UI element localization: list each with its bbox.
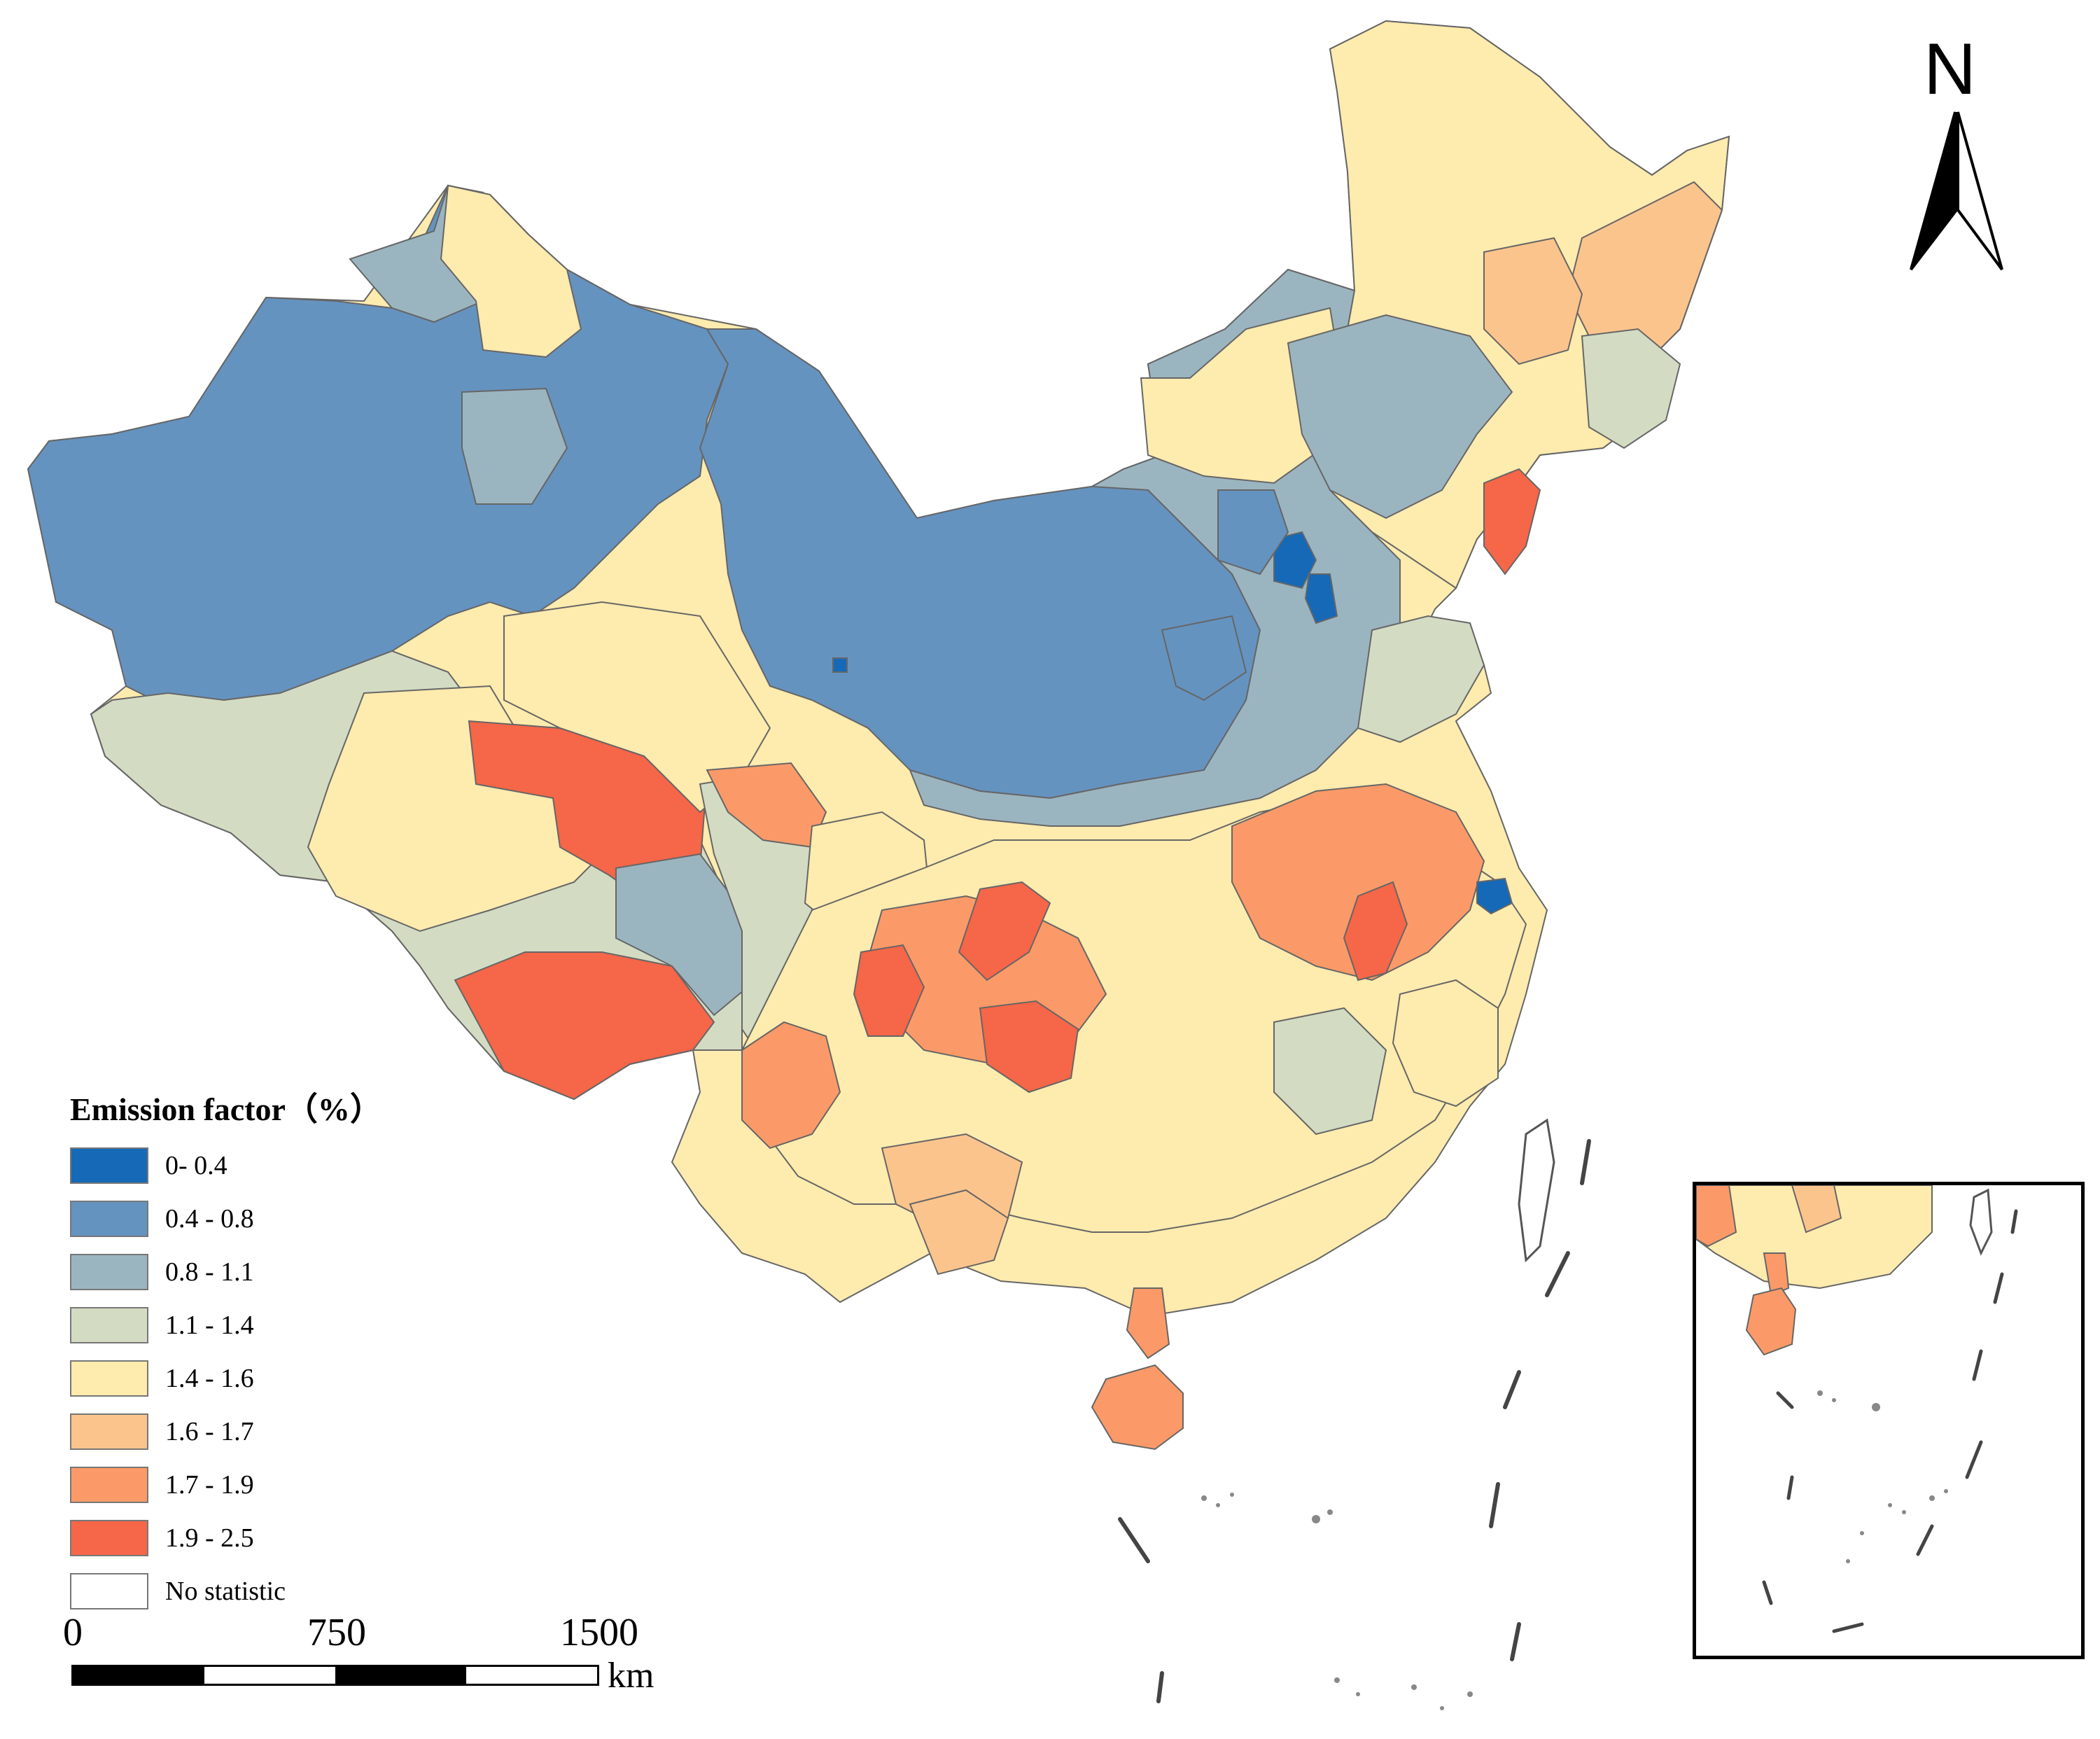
south-sea-islands bbox=[1201, 1493, 1473, 1710]
region-jiangxi bbox=[1273, 1007, 1387, 1136]
legend-item: 1.1 - 1.4 bbox=[70, 1305, 462, 1346]
legend-label: 0.8 - 1.1 bbox=[165, 1257, 254, 1287]
legend-swatch bbox=[70, 1254, 148, 1290]
region-yinchuan bbox=[832, 657, 848, 673]
legend-label: 1.4 - 1.6 bbox=[165, 1364, 254, 1393]
region-hebei-blue bbox=[1161, 615, 1247, 701]
legend-swatch bbox=[70, 1573, 148, 1609]
region-shandong bbox=[1357, 615, 1485, 743]
region-shanghai bbox=[1476, 877, 1513, 915]
nine-dash-line bbox=[1118, 1139, 1591, 1703]
legend-label: 0- 0.4 bbox=[165, 1151, 227, 1180]
south-china-sea-inset bbox=[1693, 1182, 2085, 1659]
region-guangdong-bar bbox=[1126, 1287, 1170, 1360]
legend-swatch bbox=[70, 1307, 148, 1343]
region-tianjin bbox=[1304, 573, 1338, 624]
legend-rows: 0- 0.4 0.4 - 0.8 0.8 - 1.1 1.1 - 1.4 1.4 - 1… bbox=[70, 1145, 462, 1612]
legend-label: 1.1 - 1.4 bbox=[165, 1311, 254, 1340]
region-anhui-red bbox=[1343, 881, 1408, 982]
legend-item: 1.6 - 1.7 bbox=[70, 1411, 462, 1452]
region-central-red bbox=[979, 1000, 1079, 1094]
legend-item: No statistic bbox=[70, 1571, 462, 1612]
scale-bar: 0 750 1500 km bbox=[63, 1610, 683, 1708]
legend-swatch bbox=[70, 1360, 148, 1397]
region-liaoning bbox=[1287, 314, 1513, 519]
inset-map bbox=[1696, 1185, 2081, 1656]
legend-item: 0- 0.4 bbox=[70, 1145, 462, 1186]
legend-item: 1.4 - 1.6 bbox=[70, 1358, 462, 1399]
region-jilin-south bbox=[1581, 328, 1681, 449]
legend-item: 1.9 - 2.5 bbox=[70, 1518, 462, 1558]
legend-swatch bbox=[70, 1413, 148, 1450]
legend-label: No statistic bbox=[165, 1577, 286, 1606]
region-yunnan-west bbox=[741, 1021, 841, 1150]
legend-label: 0.4 - 0.8 bbox=[165, 1204, 254, 1234]
region-altay bbox=[440, 184, 582, 358]
region-fujian-east bbox=[1392, 979, 1499, 1108]
scale-unit: km bbox=[608, 1656, 654, 1696]
scale-tick-1500: 1500 bbox=[560, 1611, 638, 1654]
region-karamay bbox=[461, 387, 568, 505]
legend: Emission factor（%） 0- 0.4 0.4 - 0.8 0.8 - … bbox=[70, 1084, 462, 1624]
region-yushu bbox=[615, 853, 757, 1017]
legend-label: 1.6 - 1.7 bbox=[165, 1417, 254, 1446]
legend-swatch bbox=[70, 1467, 148, 1503]
region-qamdo bbox=[454, 951, 715, 1101]
legend-item: 0.8 - 1.1 bbox=[70, 1252, 462, 1292]
region-hainan bbox=[1091, 1364, 1184, 1451]
north-arrow-icon bbox=[1910, 111, 2003, 271]
legend-swatch bbox=[70, 1520, 148, 1556]
legend-title: Emission factor（%） bbox=[70, 1091, 382, 1127]
legend-item: 0.4 - 0.8 bbox=[70, 1199, 462, 1239]
region-guangxi bbox=[909, 1189, 1009, 1276]
scale-tick-0: 0 bbox=[63, 1611, 83, 1654]
legend-label: 1.9 - 2.5 bbox=[165, 1523, 254, 1553]
region-hebei-north bbox=[1217, 489, 1289, 575]
legend-swatch bbox=[70, 1201, 148, 1237]
legend-label: 1.7 - 1.9 bbox=[165, 1470, 254, 1500]
legend-swatch bbox=[70, 1147, 148, 1184]
north-label: N bbox=[1924, 29, 1977, 110]
region-dalian bbox=[1483, 468, 1541, 575]
scale-tick-750: 750 bbox=[307, 1611, 366, 1654]
region-yibin bbox=[853, 944, 925, 1037]
scale-bar-graphic bbox=[71, 1665, 599, 1686]
region-anhui-jiangsu bbox=[1231, 783, 1485, 982]
region-heilongjiang-mid bbox=[1483, 237, 1583, 365]
region-nanchong bbox=[958, 881, 1051, 982]
legend-item: 1.7 - 1.9 bbox=[70, 1465, 462, 1505]
region-taiwan bbox=[1518, 1118, 1555, 1263]
